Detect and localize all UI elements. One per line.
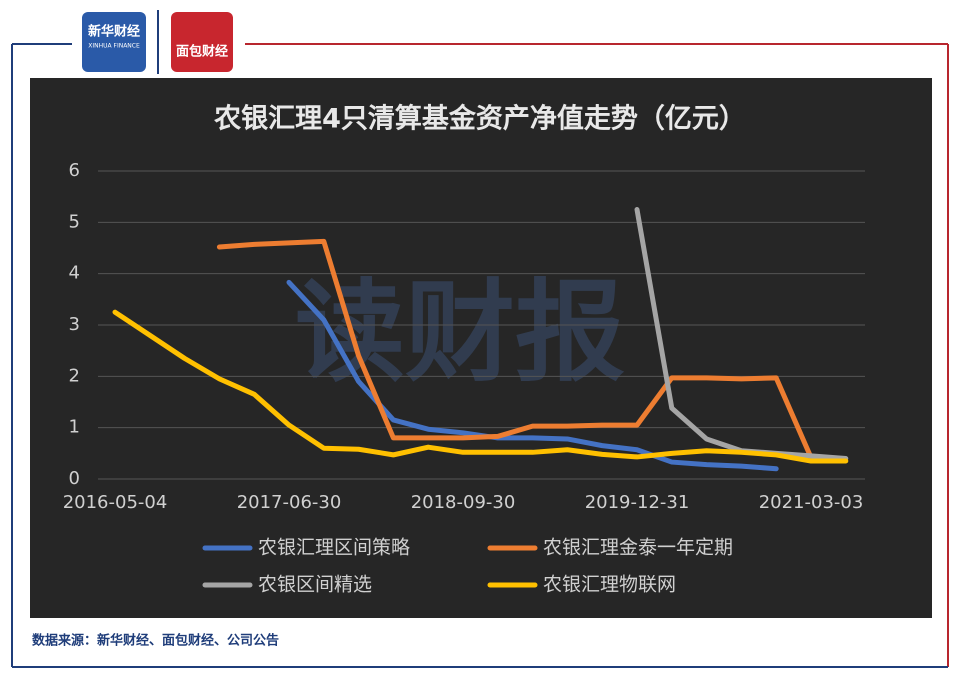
- x-tick-label: 2018-09-30: [411, 492, 516, 513]
- y-tick-label: 4: [69, 263, 80, 284]
- watermark: 读财报: [295, 268, 625, 396]
- series-line: [112, 309, 849, 464]
- logo-text: 新华财经: [88, 24, 140, 40]
- x-tick-label: 2021-03-03: [759, 492, 864, 513]
- logo: [82, 12, 146, 72]
- x-tick-label: 2016-05-04: [63, 492, 168, 513]
- x-tick-label: 2019-12-31: [585, 492, 690, 513]
- y-tick-label: 2: [69, 365, 80, 386]
- legend-label: 农银汇理物联网: [543, 574, 676, 596]
- y-tick-label: 6: [69, 160, 80, 181]
- series-line: [286, 279, 779, 472]
- y-tick-label: 3: [69, 314, 80, 335]
- logo-text: XINHUA FINANCE: [88, 43, 140, 50]
- legend-label: 农银汇理金泰一年定期: [543, 537, 733, 559]
- y-tick-label: 5: [69, 211, 80, 232]
- plot-background: [30, 78, 932, 618]
- source: 数据来源：新华财经、面包财经、公司公告: [32, 633, 279, 649]
- y-tick-label: 0: [69, 468, 80, 489]
- logo-text: 面包财经: [176, 44, 228, 60]
- x-tick-label: 2017-06-30: [237, 492, 342, 513]
- logo: [171, 12, 233, 72]
- legend-label: 农银汇理区间策略: [258, 537, 410, 559]
- y-tick-label: 1: [69, 417, 80, 438]
- legend-label: 农银区间精选: [258, 574, 372, 596]
- chart-title: 农银汇理4只清算基金资产净值走势（亿元）: [213, 103, 746, 135]
- series-line: [216, 238, 814, 460]
